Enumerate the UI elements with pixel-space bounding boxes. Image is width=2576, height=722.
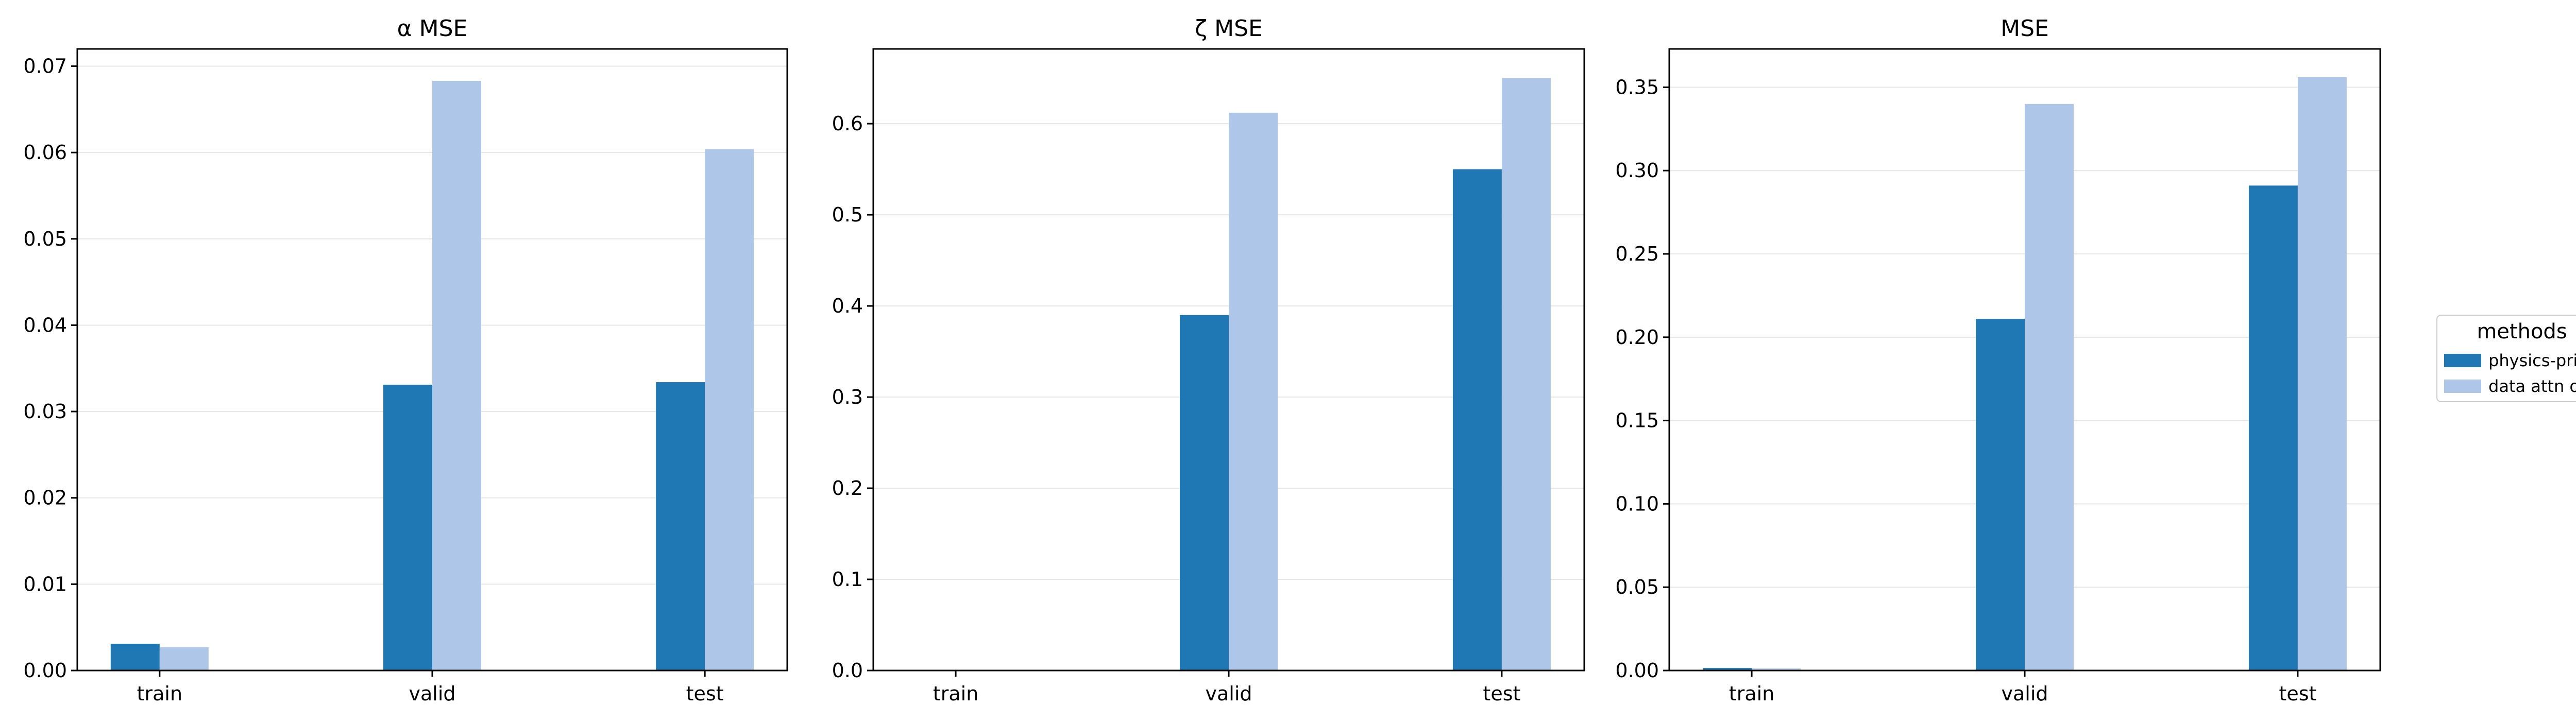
bar-data-attn-train bbox=[159, 647, 209, 671]
bar-physics-prior-valid bbox=[1180, 315, 1229, 671]
panel-title: ζ MSE bbox=[1195, 15, 1263, 42]
y-tick-label: 0.5 bbox=[832, 203, 863, 226]
x-tick-label-train: train bbox=[933, 682, 978, 705]
bar-data-attn-train bbox=[1752, 668, 1801, 671]
bar-data-attn-test bbox=[1501, 78, 1551, 671]
bar-physics-prior-test bbox=[656, 382, 705, 671]
x-tick-label-valid: valid bbox=[2001, 682, 2048, 705]
y-tick-label: 0.06 bbox=[23, 141, 67, 164]
y-tick-label: 0.02 bbox=[23, 487, 67, 509]
y-tick-label: 0.20 bbox=[1615, 326, 1659, 349]
bar-physics-prior-train bbox=[1703, 668, 1752, 671]
y-tick-label: 0.10 bbox=[1615, 492, 1659, 515]
y-tick-label: 0.0 bbox=[832, 659, 863, 682]
y-tick-label: 0.1 bbox=[832, 568, 863, 591]
y-tick-label: 0.04 bbox=[23, 314, 67, 336]
y-tick-label: 0.07 bbox=[23, 55, 67, 78]
y-tick-label: 0.00 bbox=[1615, 659, 1659, 682]
x-tick-label-test: test bbox=[686, 682, 724, 705]
y-tick-label: 0.2 bbox=[832, 477, 863, 500]
bar-physics-prior-valid bbox=[383, 385, 432, 671]
y-tick-label: 0.05 bbox=[23, 228, 67, 250]
legend-swatch-physics-prior bbox=[2444, 354, 2481, 367]
y-tick-label: 0.6 bbox=[832, 112, 863, 135]
bar-data-attn-test bbox=[705, 149, 754, 671]
y-tick-label: 0.05 bbox=[1615, 576, 1659, 598]
y-tick-label: 0.00 bbox=[23, 659, 67, 682]
bar-physics-prior-test bbox=[2248, 185, 2298, 671]
bar-data-attn-test bbox=[2297, 77, 2347, 671]
x-tick-label-valid: valid bbox=[409, 682, 455, 705]
x-tick-label-train: train bbox=[137, 682, 182, 705]
y-tick-label: 0.3 bbox=[832, 386, 863, 408]
bar-physics-prior-valid bbox=[1976, 319, 2025, 671]
x-tick-label-test: test bbox=[2279, 682, 2316, 705]
bar-data-attn-valid bbox=[1229, 112, 1278, 671]
y-tick-label: 0.4 bbox=[832, 295, 863, 317]
bar-data-attn-valid bbox=[2025, 104, 2074, 671]
bar-data-attn-valid bbox=[432, 81, 481, 671]
y-tick-label: 0.25 bbox=[1615, 243, 1659, 265]
legend-title: methods bbox=[2477, 320, 2567, 343]
x-tick-label-valid: valid bbox=[1205, 682, 1252, 705]
y-tick-label: 0.01 bbox=[23, 573, 67, 595]
x-tick-label-test: test bbox=[1483, 682, 1520, 705]
legend-label-data-attn: data attn only bbox=[2488, 376, 2576, 396]
legend-swatch-data-attn bbox=[2444, 380, 2481, 393]
y-tick-label: 0.30 bbox=[1615, 159, 1659, 182]
y-tick-label: 0.03 bbox=[23, 400, 67, 423]
x-tick-label-train: train bbox=[1729, 682, 1774, 705]
panel-title: α MSE bbox=[397, 15, 468, 42]
y-tick-label: 0.35 bbox=[1615, 76, 1659, 98]
legend-label-physics-prior: physics-prior attn bbox=[2488, 351, 2576, 370]
y-tick-label: 0.15 bbox=[1615, 409, 1659, 432]
bar-physics-prior-test bbox=[1452, 169, 1502, 671]
bar-physics-prior-train bbox=[110, 644, 160, 671]
panel-title: MSE bbox=[2001, 15, 2049, 42]
